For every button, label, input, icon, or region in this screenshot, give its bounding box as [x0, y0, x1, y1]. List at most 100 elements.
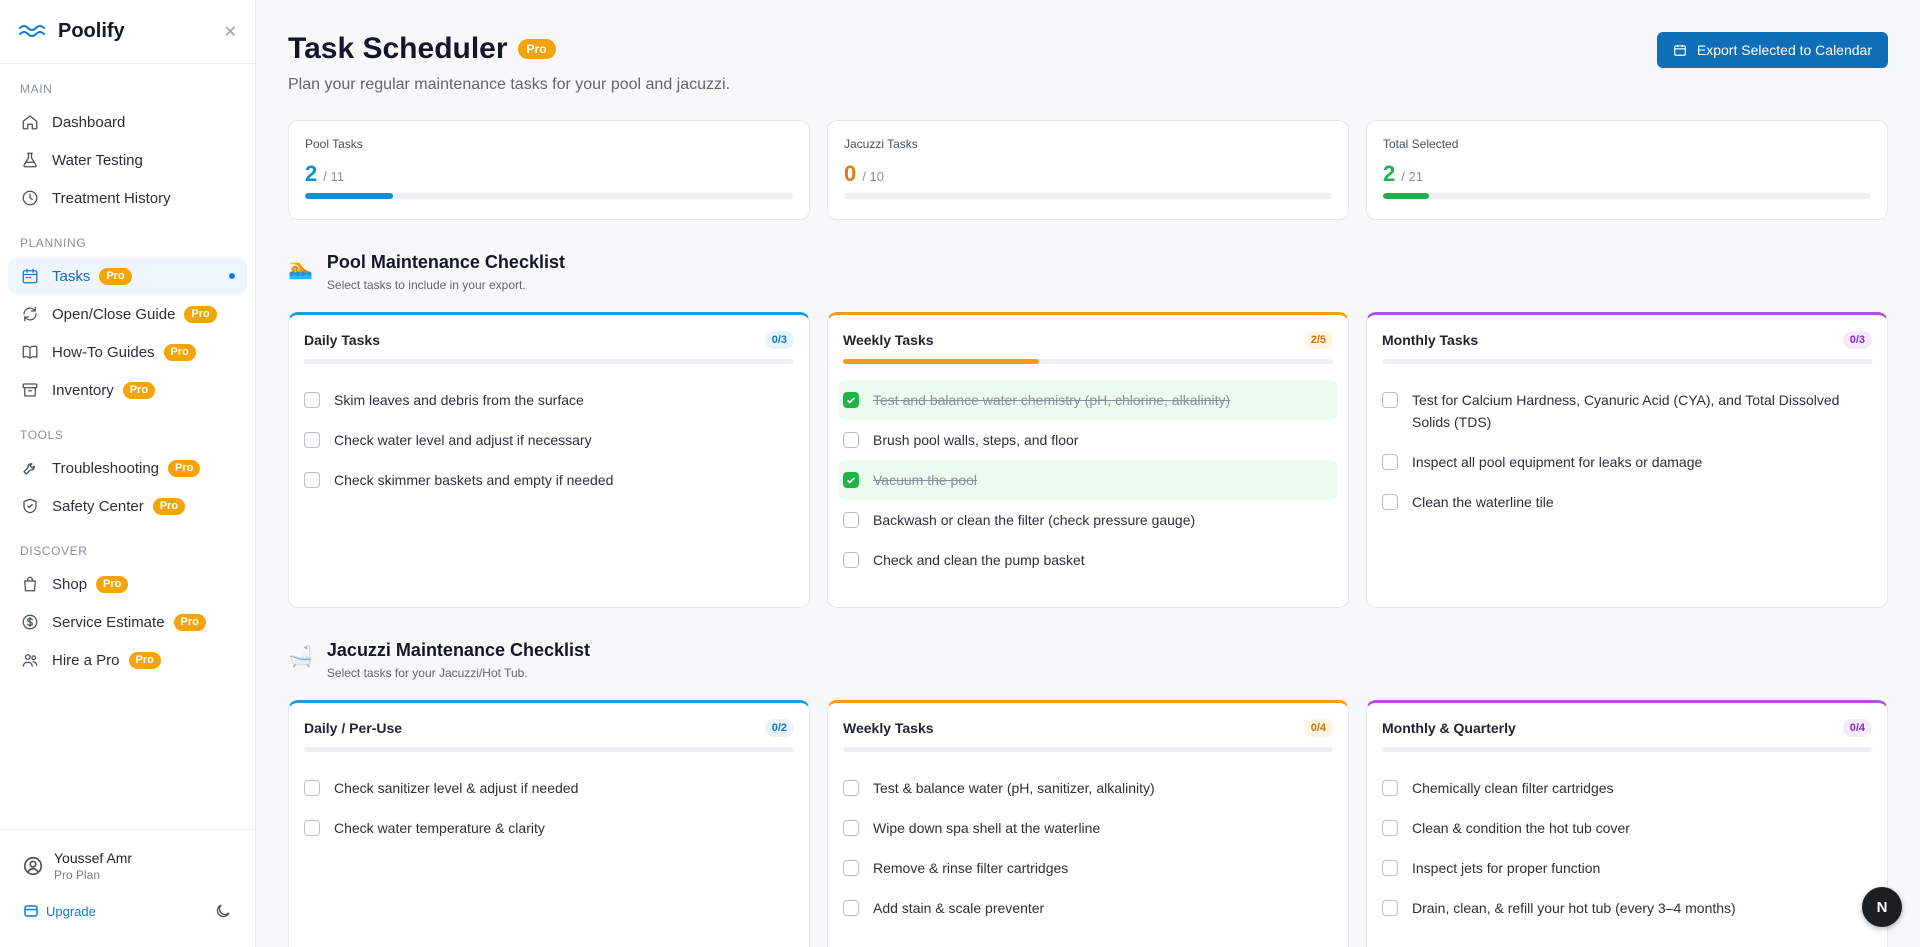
checkbox[interactable]	[1382, 780, 1398, 796]
task-item[interactable]: Skim leaves and debris from the surface	[300, 380, 798, 420]
checkbox[interactable]	[304, 472, 320, 488]
task-item[interactable]: Inspect jets for proper function	[1378, 848, 1876, 888]
swimmer-icon: 🏊	[288, 258, 313, 280]
sidebar-item-how-to-guides[interactable]: How-To Guides Pro	[8, 334, 247, 370]
sidebar-item-dashboard[interactable]: Dashboard	[8, 104, 247, 140]
task-item[interactable]: Brush pool walls, steps, and floor	[839, 420, 1337, 460]
sidebar-item-safety-center[interactable]: Safety Center Pro	[8, 488, 247, 524]
task-label: Inspect all pool equipment for leaks or …	[1412, 454, 1703, 470]
task-item[interactable]: Add stain & scale preventer	[839, 888, 1337, 928]
task-item[interactable]: Remove & rinse filter cartridges	[839, 848, 1337, 888]
checked-checkbox[interactable]	[843, 392, 859, 408]
task-card: Weekly Tasks 0/4 Test & balance water (pH,…	[827, 700, 1349, 947]
sidebar-item-label: Treatment History	[52, 189, 171, 207]
export-calendar-button[interactable]: Export Selected to Calendar	[1656, 32, 1888, 68]
task-item[interactable]: Test and balance water chemistry (pH, ch…	[839, 380, 1337, 420]
checkbox[interactable]	[843, 432, 859, 448]
card-progress-bar	[304, 747, 794, 752]
checkbox[interactable]	[304, 432, 320, 448]
user-profile[interactable]: Youssef Amr Pro Plan	[0, 830, 256, 882]
stat-card: Total Selected 2 / 21	[1366, 120, 1888, 220]
task-item[interactable]: Clean & condition the hot tub cover	[1378, 808, 1876, 848]
sidebar-footer: Youssef Amr Pro Plan Upgrade	[0, 829, 256, 947]
task-item[interactable]: Vacuum the pool	[839, 460, 1337, 500]
checkbox[interactable]	[843, 820, 859, 836]
clock-icon	[20, 188, 40, 208]
checkbox[interactable]	[843, 860, 859, 876]
task-item[interactable]: Clean the waterline tile	[1378, 482, 1876, 522]
task-item[interactable]: Check skimmer baskets and empty if neede…	[300, 460, 798, 500]
stats-row: Pool Tasks 2 / 11 Jacuzzi Tasks 0 / 10 Total S…	[288, 120, 1888, 220]
task-item[interactable]: Inspect all pool equipment for leaks or …	[1378, 442, 1876, 482]
task-label: Check skimmer baskets and empty if neede…	[334, 472, 614, 488]
stat-total: / 21	[1401, 169, 1423, 184]
sidebar-item-treatment-history[interactable]: Treatment History	[8, 180, 247, 216]
task-item[interactable]: Check water temperature & clarity	[300, 808, 798, 848]
task-item[interactable]: Drain, clean, & refill your hot tub (eve…	[1378, 888, 1876, 928]
checkbox[interactable]	[1382, 392, 1398, 408]
task-label: Check water temperature & clarity	[334, 820, 545, 836]
checkbox[interactable]	[843, 512, 859, 528]
checkbox[interactable]	[1382, 820, 1398, 836]
sidebar-item-hire-a-pro[interactable]: Hire a Pro Pro	[8, 642, 247, 678]
task-item[interactable]: Check water level and adjust if necessar…	[300, 420, 798, 460]
sidebar-item-label: Tasks	[52, 267, 91, 285]
close-icon[interactable]: ✕	[223, 23, 237, 41]
task-card: Monthly & Quarterly 0/4 Chemically clean f…	[1366, 700, 1888, 947]
brand-name: Poolify	[58, 20, 125, 42]
task-item[interactable]: Chemically clean filter cartridges	[1378, 768, 1876, 808]
checkbox[interactable]	[1382, 860, 1398, 876]
task-item[interactable]: Backwash or clean the filter (check pres…	[839, 500, 1337, 540]
pro-badge: Pro	[168, 459, 201, 477]
sidebar-item-troubleshooting[interactable]: Troubleshooting Pro	[8, 450, 247, 486]
stat-value: 0	[844, 161, 857, 186]
checkbox[interactable]	[304, 780, 320, 796]
task-item[interactable]: Test & balance water (pH, sanitizer, alk…	[839, 768, 1337, 808]
checked-checkbox[interactable]	[843, 472, 859, 488]
task-item[interactable]: Wipe down spa shell at the waterline	[839, 808, 1337, 848]
task-item[interactable]: Check sanitizer level & adjust if needed	[300, 768, 798, 808]
sidebar-item-water-testing[interactable]: Water Testing	[8, 142, 247, 178]
card-title: Weekly Tasks	[843, 332, 934, 348]
task-label: Test and balance water chemistry (pH, ch…	[873, 392, 1231, 408]
wrench-icon	[20, 458, 40, 478]
checkbox[interactable]	[304, 392, 320, 408]
pool-cards: Daily Tasks 0/3 Skim leaves and debris fro…	[288, 312, 1888, 608]
task-label: Brush pool walls, steps, and floor	[873, 432, 1079, 448]
checkbox[interactable]	[1382, 900, 1398, 916]
sidebar-item-inventory[interactable]: Inventory Pro	[8, 372, 247, 408]
card-icon	[24, 905, 38, 917]
task-item[interactable]: Check and clean the pump basket	[839, 540, 1337, 580]
stat-total: / 10	[862, 169, 884, 184]
card-title: Daily Tasks	[304, 332, 381, 348]
moon-icon[interactable]	[214, 902, 232, 920]
shield-icon	[20, 496, 40, 516]
jacuzzi-section-title: Jacuzzi Maintenance Checklist	[326, 640, 590, 660]
task-count-badge: 2/5	[1303, 331, 1333, 349]
floating-action-button[interactable]: N	[1862, 887, 1902, 927]
sidebar-item-label: Hire a Pro	[52, 651, 120, 669]
checkbox[interactable]	[304, 820, 320, 836]
checkbox[interactable]	[843, 900, 859, 916]
home-icon	[20, 112, 40, 132]
upgrade-link[interactable]: Upgrade	[24, 904, 96, 919]
refresh-icon	[20, 304, 40, 324]
checkbox[interactable]	[1382, 454, 1398, 470]
task-label: Skim leaves and debris from the surface	[334, 392, 584, 408]
sidebar-item-service-estimate[interactable]: Service Estimate Pro	[8, 604, 247, 640]
task-label: Test & balance water (pH, sanitizer, alk…	[873, 780, 1155, 796]
sidebar-item-shop[interactable]: Shop Pro	[8, 566, 247, 602]
users-icon	[20, 650, 40, 670]
card-progress-bar	[1382, 747, 1872, 752]
checkbox[interactable]	[843, 780, 859, 796]
sidebar-item-tasks[interactable]: Tasks Pro	[8, 258, 247, 294]
task-item[interactable]: Test for Calcium Hardness, Cyanuric Acid…	[1378, 380, 1876, 442]
sidebar-nav: MAIN Dashboard Water Testing Treatment Hist…	[0, 82, 255, 678]
sidebar-item-label: Dashboard	[52, 113, 126, 131]
sidebar-item-open-close-guide[interactable]: Open/Close Guide Pro	[8, 296, 247, 332]
checkbox[interactable]	[1382, 494, 1398, 510]
checkbox[interactable]	[843, 552, 859, 568]
task-card: Weekly Tasks 2/5 Test and balance water ch…	[827, 312, 1349, 608]
brand-header: Poolify ✕	[0, 0, 255, 64]
task-label: Clean the waterline tile	[1412, 494, 1554, 510]
